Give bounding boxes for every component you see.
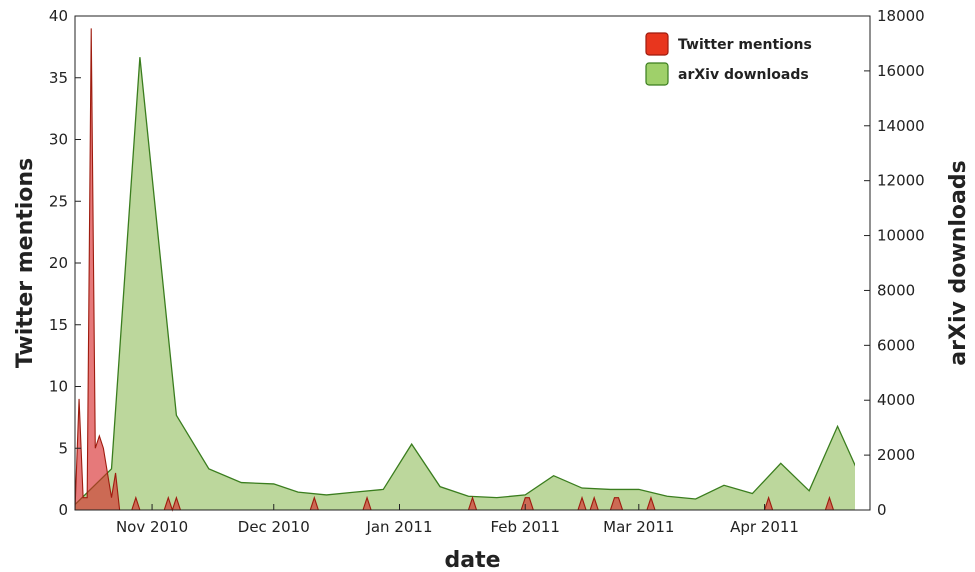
- x-tick-label: Mar 2011: [603, 518, 674, 536]
- line-arxiv-downloads: [75, 57, 855, 505]
- x-tick-label: Nov 2010: [116, 518, 188, 536]
- series-layer: [74, 28, 855, 512]
- legend-label: arXiv downloads: [678, 67, 809, 83]
- y-right-tick-label: 12000: [877, 172, 925, 190]
- x-tick-label: Feb 2011: [490, 518, 560, 536]
- y-left-tick-label: 35: [49, 69, 68, 87]
- legend: Twitter mentions arXiv downloads: [645, 32, 812, 86]
- legend-label: Twitter mentions: [678, 37, 812, 53]
- y-left-tick-label: 25: [49, 192, 68, 210]
- y-right-tick-label: 2000: [877, 446, 915, 464]
- series-arxiv-downloads: [75, 57, 855, 510]
- y-right-tick-label: 16000: [877, 62, 925, 80]
- y-left-tick-label: 20: [49, 254, 68, 272]
- y-right-tick-label: 8000: [877, 281, 915, 299]
- y-left-axis-title: Twitter mentions: [13, 158, 38, 368]
- x-tick-label: Apr 2011: [730, 518, 799, 536]
- y-left-tick-label: 0: [58, 501, 68, 519]
- y-right-tick-label: 0: [877, 501, 887, 519]
- axes-layer: 0 5 10 15 20 25 30 35 40 0 2000 4000 6000 8000 10000 12…: [13, 7, 971, 572]
- x-tick-label: Jan 2011: [365, 518, 432, 536]
- y-right-tick-label: 4000: [877, 391, 915, 409]
- legend-swatch: [645, 32, 669, 56]
- y-right-tick-label: 18000: [877, 7, 925, 25]
- x-tick-label: Dec 2010: [238, 518, 310, 536]
- x-axis-title: date: [444, 548, 500, 572]
- area-arxiv-downloads: [75, 57, 855, 510]
- y-right-tick-label: 10000: [877, 227, 925, 245]
- y-left-tick-label: 10: [49, 378, 68, 396]
- plot-frame: [74, 15, 871, 511]
- y-right-tick-label: 6000: [877, 336, 915, 354]
- legend-swatch: [645, 62, 669, 86]
- y-right-tick-label: 14000: [877, 117, 925, 135]
- y-left-tick-label: 15: [49, 316, 68, 334]
- y-left-tick-label: 40: [49, 7, 68, 25]
- y-left-tick-label: 30: [49, 131, 68, 149]
- y-left-tick-label: 5: [58, 439, 68, 457]
- y-right-axis-title: arXiv downloads: [946, 160, 971, 365]
